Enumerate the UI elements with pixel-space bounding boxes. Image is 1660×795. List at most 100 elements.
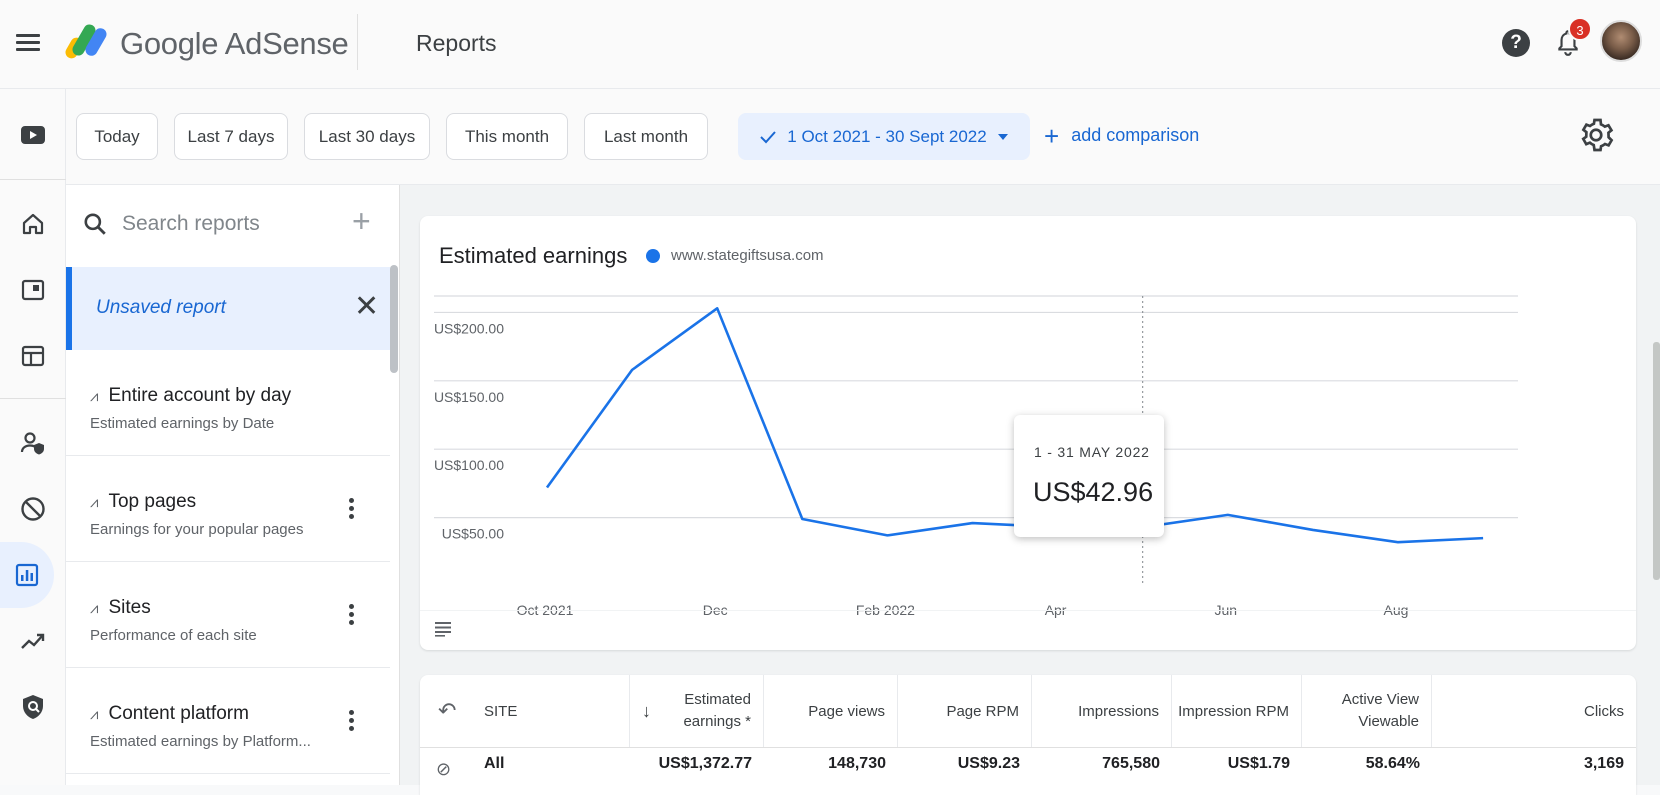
chip-last-30-days[interactable]: Last 30 days: [304, 113, 430, 160]
report-title: Sites: [108, 597, 151, 618]
tooltip-period: 1 - 31 MAY 2022: [1034, 444, 1150, 460]
chip-last-month[interactable]: Last month: [584, 113, 708, 160]
sort-arrow-icon: ↓: [642, 701, 651, 721]
report-item-content-platform[interactable]: ⩘ Content platform Estimated earnings by …: [66, 669, 390, 774]
cell-impression-rpm: US$1.79: [1227, 755, 1290, 772]
chart-tooltip: 1 - 31 MAY 2022 US$42.96: [1014, 415, 1164, 537]
earnings-chart-card: Estimated earnings www.stategiftsusa.com…: [420, 216, 1636, 650]
settings-gear-icon[interactable]: [1578, 117, 1614, 153]
policy-center-icon[interactable]: [9, 683, 57, 731]
cell-page-rpm: US$9.23: [957, 755, 1020, 772]
selected-range-label: 1 Oct 2021 - 30 Sept 2022: [787, 126, 987, 146]
main-menu-icon[interactable]: [14, 30, 42, 54]
cell-active-view-viewable: 58.64%: [1365, 755, 1420, 772]
report-table: ↶ SITE ↓ Estimated earnings * Page views…: [420, 675, 1636, 795]
chip-this-month[interactable]: This month: [446, 113, 568, 160]
add-comparison-label: add comparison: [1071, 125, 1200, 145]
custom-date-range-dropdown[interactable]: 1 Oct 2021 - 30 Sept 2022: [738, 113, 1030, 160]
search-reports-input[interactable]: [122, 207, 342, 241]
y-tick-label: US$150.00: [434, 389, 504, 405]
report-title: Content platform: [108, 703, 249, 724]
adsense-logo-icon: [65, 24, 107, 59]
search-icon: [84, 213, 106, 235]
report-item-sites[interactable]: ⩘ Sites Performance of each site: [66, 563, 390, 668]
rail-divider: [0, 398, 66, 399]
close-icon[interactable]: ✕: [354, 290, 380, 323]
top-app-bar: Google AdSense Reports ? 3: [0, 0, 1660, 89]
report-item-entire-account-by-day[interactable]: ⩘ Entire account by day Estimated earning…: [66, 351, 390, 456]
chip-today[interactable]: Today: [76, 113, 158, 160]
rail-divider: [0, 179, 66, 180]
more-vert-icon[interactable]: [346, 601, 356, 627]
home-icon[interactable]: [9, 200, 57, 248]
table-header-site[interactable]: ↶ SITE: [420, 675, 630, 747]
optimization-icon[interactable]: [9, 617, 57, 665]
youtube-icon[interactable]: [9, 111, 57, 159]
plus-icon: +: [1044, 120, 1060, 151]
sites-icon[interactable]: [9, 332, 57, 380]
unsaved-report-label: Unsaved report: [96, 297, 226, 318]
legend-series-dot: [646, 249, 660, 263]
reports-side-panel: + Unsaved report ✕ ⩘ Entire account by da…: [66, 185, 400, 785]
chart-footer: [420, 610, 1636, 650]
report-item-top-pages[interactable]: ⩘ Top pages Earnings for your popular pag…: [66, 457, 390, 562]
table-header-divider: [420, 747, 1636, 748]
y-tick-label: US$100.00: [434, 457, 504, 473]
table-header-clicks[interactable]: Clicks: [1584, 702, 1624, 720]
navigation-rail: [0, 89, 66, 785]
side-panel-scrollbar[interactable]: [390, 265, 398, 373]
new-report-plus-icon[interactable]: +: [352, 203, 371, 239]
report-subtitle: Performance of each site: [90, 627, 257, 644]
notification-count-badge: 3: [1568, 17, 1592, 41]
search-reports-row: +: [66, 185, 400, 265]
chart-title: Estimated earnings: [439, 243, 628, 268]
check-icon: [760, 130, 777, 143]
more-vert-icon[interactable]: [346, 707, 356, 733]
header-label: SITE: [484, 702, 518, 720]
sparkle-trend-icon: ⩘: [90, 493, 99, 511]
table-header-active-view-viewable[interactable]: Active View Viewable: [1302, 675, 1432, 747]
sparkle-trend-icon: ⩘: [90, 599, 99, 617]
report-subtitle: Earnings for your popular pages: [90, 521, 304, 538]
header-divider: [357, 14, 358, 70]
sparkle-trend-icon: ⩘: [90, 705, 99, 723]
table-header-estimated-earnings[interactable]: ↓ Estimated earnings *: [630, 675, 764, 747]
reports-icon[interactable]: [0, 542, 54, 608]
table-header-page-views[interactable]: Page views: [764, 675, 898, 747]
header-label: Estimated earnings *: [683, 691, 751, 730]
table-header-page-rpm[interactable]: Page RPM: [898, 675, 1032, 747]
dropdown-arrow-icon: [997, 133, 1008, 140]
report-main-area: Estimated earnings www.stategiftsusa.com…: [400, 185, 1660, 795]
y-tick-label: US$50.00: [442, 526, 504, 542]
cell-page-views: 148,730: [828, 755, 886, 772]
visibility-off-icon[interactable]: ⊘: [436, 759, 452, 779]
cell-clicks: 3,169: [1583, 755, 1624, 772]
blocking-controls-icon[interactable]: [9, 485, 57, 533]
chip-last-7-days[interactable]: Last 7 days: [174, 113, 288, 160]
page-scrollbar[interactable]: [1653, 342, 1660, 580]
unsaved-report-item[interactable]: Unsaved report ✕: [66, 267, 390, 350]
report-subtitle: Estimated earnings by Platform...: [90, 733, 311, 750]
more-vert-icon[interactable]: [346, 495, 356, 521]
table-header-impressions[interactable]: Impressions: [1032, 675, 1172, 747]
brand-name: Google AdSense: [120, 26, 349, 61]
header-label: Active View Viewable: [1341, 691, 1419, 730]
legend-series-label: www.stategiftsusa.com: [671, 247, 824, 264]
ads-icon[interactable]: [9, 266, 57, 314]
page-title: Reports: [416, 30, 497, 56]
table-header-impression-rpm[interactable]: Impression RPM: [1172, 675, 1302, 747]
help-icon[interactable]: ?: [1502, 29, 1530, 57]
cell-impressions: 765,580: [1102, 755, 1160, 772]
cell-estimated-earnings: US$1,372.77: [658, 755, 752, 772]
chart-table-toggle-icon[interactable]: [434, 621, 452, 637]
tooltip-value: US$42.96: [1033, 477, 1154, 507]
report-title: Top pages: [108, 491, 197, 512]
add-comparison-button[interactable]: + add comparison: [1044, 120, 1200, 151]
report-title: Entire account by day: [108, 385, 292, 406]
user-avatar[interactable]: [1600, 20, 1642, 62]
privacy-messaging-icon[interactable]: [9, 419, 57, 467]
date-filter-bar: Today Last 7 days Last 30 days This mont…: [66, 89, 1660, 185]
report-subtitle: Estimated earnings by Date: [90, 415, 275, 432]
undo-icon[interactable]: ↶: [438, 698, 457, 723]
cell-site: All: [484, 755, 505, 772]
